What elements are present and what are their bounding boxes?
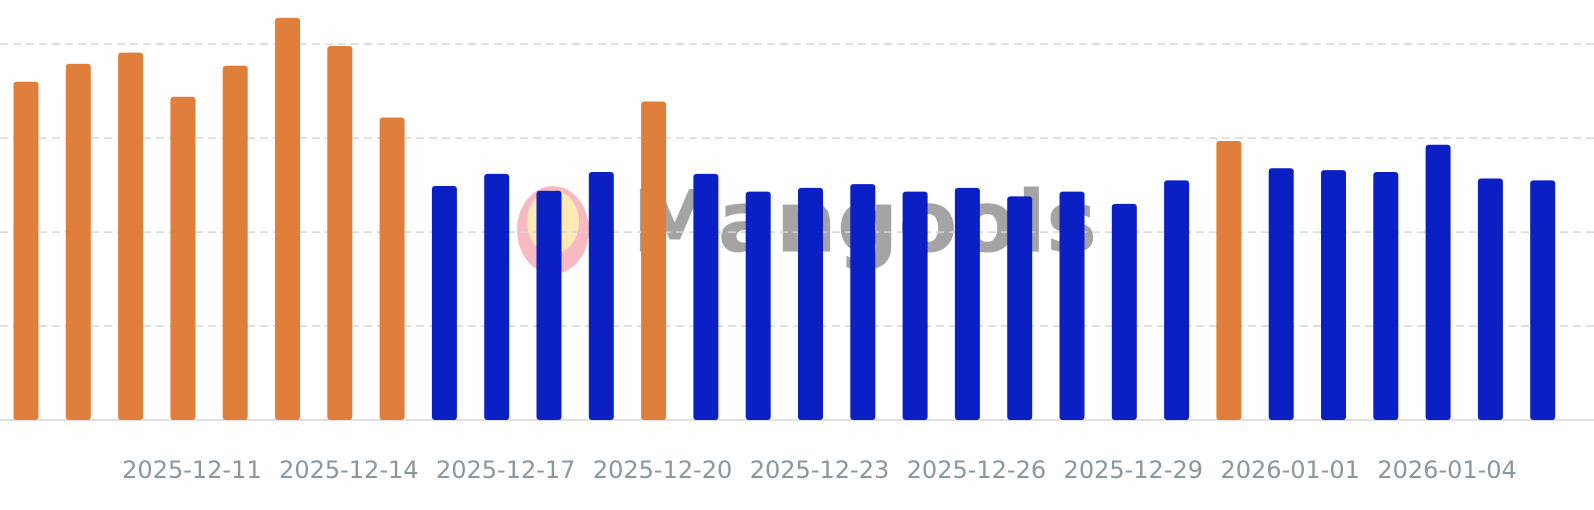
bar	[1007, 196, 1033, 420]
bar	[1216, 140, 1242, 421]
x-tick-label: 2025-12-20	[593, 456, 732, 484]
bar	[1373, 171, 1399, 420]
bar	[954, 187, 980, 420]
bar	[118, 52, 144, 420]
bar	[484, 173, 510, 420]
bar	[379, 117, 405, 421]
bar	[1477, 178, 1503, 420]
bar	[1164, 180, 1190, 420]
bar	[588, 171, 614, 420]
bar	[641, 101, 667, 421]
bar	[65, 63, 91, 421]
bar	[1530, 180, 1556, 420]
bar	[798, 187, 823, 420]
bar	[327, 46, 353, 420]
bar	[1321, 170, 1346, 420]
bar	[902, 191, 928, 420]
bar	[850, 184, 876, 420]
bar	[693, 173, 719, 420]
bar	[170, 96, 196, 420]
x-tick-label: 2025-12-23	[750, 456, 889, 484]
bar	[1425, 144, 1451, 420]
x-tick-label: 2025-12-29	[1064, 456, 1203, 484]
bar	[745, 191, 771, 420]
bar	[1268, 168, 1294, 420]
x-tick-label: 2026-01-04	[1377, 456, 1516, 484]
x-tick-label: 2025-12-14	[279, 456, 418, 484]
bar	[222, 65, 248, 420]
bar	[1059, 191, 1085, 420]
bar	[431, 186, 457, 420]
x-tick-label: 2026-01-01	[1220, 456, 1359, 484]
bar	[13, 81, 39, 420]
bar	[1111, 203, 1137, 420]
bar	[536, 190, 562, 420]
x-tick-label: 2025-12-11	[122, 456, 261, 484]
bar	[275, 17, 300, 420]
x-tick-label: 2025-12-17	[436, 456, 575, 484]
x-tick-label: 2025-12-26	[907, 456, 1046, 484]
